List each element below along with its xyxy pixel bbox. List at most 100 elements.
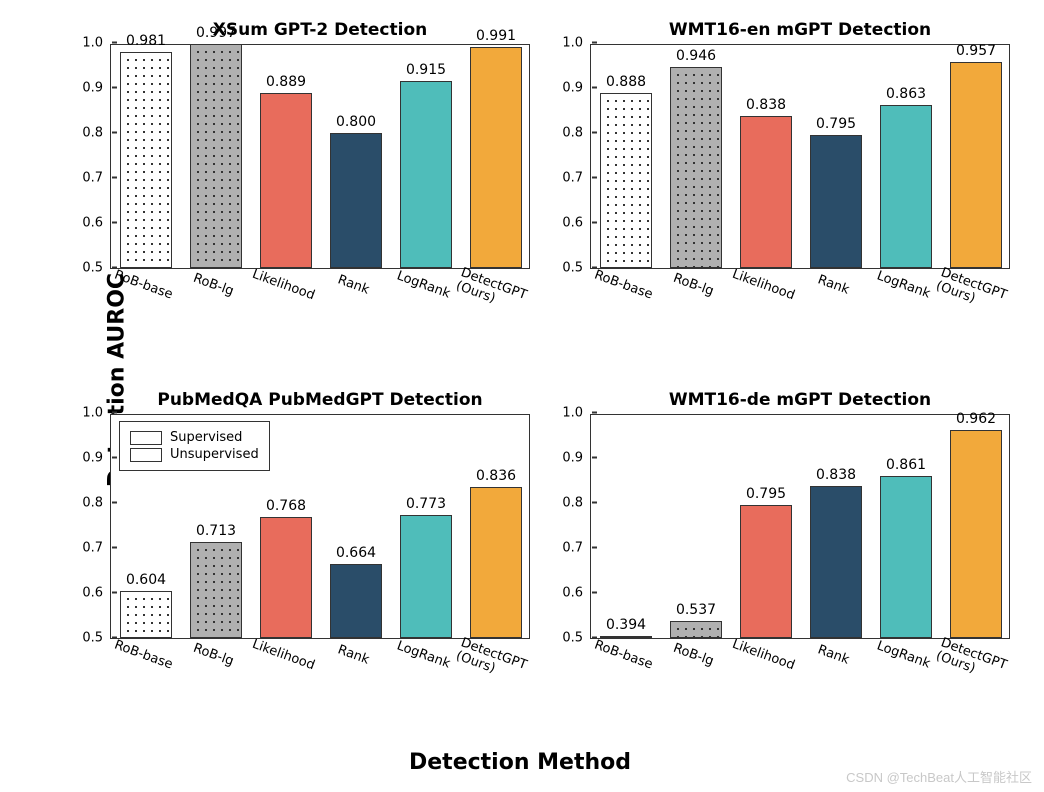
x-tick-label: DetectGPT(Ours) (454, 266, 529, 317)
bar-value-label: 0.863 (886, 86, 926, 102)
y-tick: 0.7 (82, 541, 111, 556)
bar-value-label: 0.604 (126, 572, 166, 588)
y-tick: 0.9 (82, 451, 111, 466)
x-tick-label: RoB-base (592, 268, 654, 303)
bar-rank: 0.664 (330, 564, 383, 638)
y-tick: 0.6 (562, 586, 591, 601)
x-tick-label: Rank (336, 272, 372, 297)
y-tick: 1.0 (82, 36, 111, 51)
legend: Supervised Unsupervised (119, 421, 270, 471)
bar-value-label: 0.713 (196, 523, 236, 539)
bar-value-label: 0.889 (266, 74, 306, 90)
bar-rob_lg: 0.537 (670, 621, 723, 638)
y-tick: 0.9 (82, 81, 111, 96)
legend-row: Unsupervised (130, 447, 259, 462)
y-tick: 0.7 (562, 171, 591, 186)
plot-area: 0.50.60.70.80.91.00.888RoB-base0.946RoB-… (590, 44, 1010, 269)
y-tick: 0.6 (82, 586, 111, 601)
plot-area: 0.50.60.70.80.91.00.981RoB-base0.997RoB-… (110, 44, 530, 269)
y-tick: 1.0 (562, 36, 591, 51)
x-tick-label: RoB-lg (671, 271, 715, 299)
bar-value-label: 0.537 (676, 602, 716, 618)
panel-title: WMT16-de mGPT Detection (590, 390, 1010, 410)
y-tick: 1.0 (82, 406, 111, 421)
bar-value-label: 0.915 (406, 62, 446, 78)
bar-logrank: 0.915 (400, 81, 453, 268)
y-tick: 0.8 (562, 496, 591, 511)
bar-detectgpt: 0.962 (950, 430, 1003, 638)
plot-area: 0.50.60.70.80.91.00.394RoB-base0.537RoB-… (590, 414, 1010, 639)
x-tick-label: RoB-lg (191, 271, 235, 299)
bar-value-label: 0.795 (746, 486, 786, 502)
y-tick: 0.7 (562, 541, 591, 556)
bar-likelihood: 0.838 (740, 116, 793, 268)
subplot-tl: XSum GPT-2 Detection 0.50.60.70.80.91.00.… (110, 20, 530, 310)
x-tick-label: Rank (816, 272, 852, 297)
bar-value-label: 0.768 (266, 498, 306, 514)
bar-rank: 0.838 (810, 486, 863, 638)
bar-value-label: 0.861 (886, 457, 926, 473)
bar-rob_base: 0.604 (120, 591, 173, 638)
figure-root: Detection AUROC Detection Method XSum GP… (20, 10, 1020, 750)
bar-rob_base: 0.981 (120, 52, 173, 268)
x-tick-label: LogRank (395, 638, 452, 671)
bar-rank: 0.800 (330, 133, 383, 268)
panel-title: PubMedQA PubMedGPT Detection (110, 390, 530, 410)
x-tick-label: Likelihood (730, 637, 797, 674)
bar-value-label: 0.664 (336, 545, 376, 561)
bar-logrank: 0.863 (880, 105, 933, 268)
bar-likelihood: 0.768 (260, 517, 313, 638)
x-axis-label: Detection Method (409, 750, 631, 775)
legend-label: Unsupervised (170, 447, 259, 462)
y-tick: 0.5 (562, 261, 591, 276)
bar-value-label: 0.795 (816, 116, 856, 132)
bar-rob_lg: 0.997 (190, 44, 243, 268)
y-tick: 0.9 (562, 451, 591, 466)
bar-logrank: 0.861 (880, 476, 933, 638)
bar-detectgpt: 0.836 (470, 487, 523, 638)
bar-value-label: 0.394 (606, 617, 646, 633)
bar-likelihood: 0.795 (740, 505, 793, 638)
bar-value-label: 0.838 (746, 97, 786, 113)
x-tick-label: RoB-base (592, 638, 654, 673)
bar-value-label: 0.773 (406, 496, 446, 512)
x-tick-label: LogRank (875, 268, 932, 301)
x-tick-label: RoB-base (112, 638, 174, 673)
bar-logrank: 0.773 (400, 515, 453, 638)
x-tick-label: Likelihood (730, 267, 797, 304)
x-tick-label: LogRank (395, 268, 452, 301)
bar-value-label: 0.997 (196, 25, 236, 41)
x-tick-label: DetectGPT(Ours) (934, 266, 1009, 317)
x-tick-label: Rank (816, 642, 852, 667)
bar-rob_lg: 0.713 (190, 542, 243, 638)
bar-value-label: 0.800 (336, 114, 376, 130)
y-tick: 0.6 (562, 216, 591, 231)
subplot-br: WMT16-de mGPT Detection 0.50.60.70.80.91.… (590, 390, 1010, 680)
bar-rob_lg: 0.946 (670, 67, 723, 268)
y-tick: 0.8 (562, 126, 591, 141)
y-tick: 1.0 (562, 406, 591, 421)
bar-value-label: 0.957 (956, 43, 996, 59)
bar-value-label: 0.991 (476, 28, 516, 44)
bar-rob_base: 0.888 (600, 93, 653, 268)
y-tick: 0.7 (82, 171, 111, 186)
bar-value-label: 0.981 (126, 33, 166, 49)
bar-rob_base: 0.394 (600, 636, 653, 638)
y-tick: 0.9 (562, 81, 591, 96)
subplot-tr: WMT16-en mGPT Detection 0.50.60.70.80.91.… (590, 20, 1010, 310)
x-tick-label: RoB-lg (671, 641, 715, 669)
y-tick: 0.5 (82, 631, 111, 646)
watermark-text: CSDN @TechBeat人工智能社区 (846, 767, 1032, 786)
x-tick-label: DetectGPT(Ours) (934, 636, 1009, 687)
x-tick-label: RoB-base (112, 268, 174, 303)
panel-title: XSum GPT-2 Detection (110, 20, 530, 40)
panel-title: WMT16-en mGPT Detection (590, 20, 1010, 40)
legend-swatch (130, 431, 162, 445)
bar-detectgpt: 0.991 (470, 47, 523, 268)
x-tick-label: DetectGPT(Ours) (454, 636, 529, 687)
bar-detectgpt: 0.957 (950, 62, 1003, 268)
x-tick-label: Rank (336, 642, 372, 667)
legend-swatch (130, 448, 162, 462)
legend-row: Supervised (130, 430, 259, 445)
y-tick: 0.8 (82, 496, 111, 511)
